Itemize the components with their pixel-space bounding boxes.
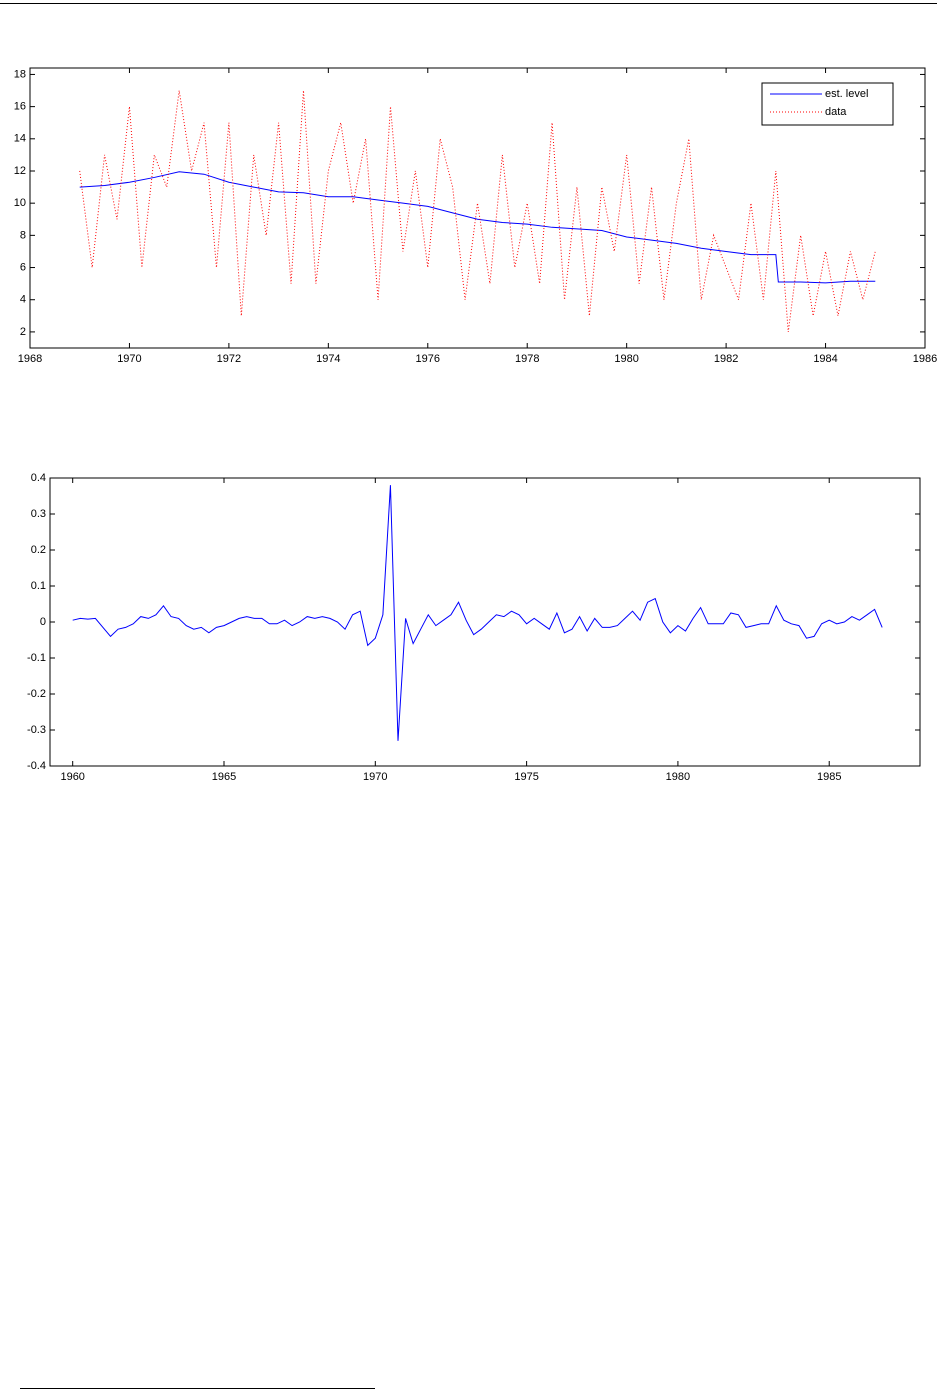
plot-area (49, 477, 921, 767)
x-tick-label: 1980 (666, 771, 690, 783)
data-line (79, 171, 876, 284)
y-tick-label: 14 (14, 133, 26, 145)
x-tick-label: 1965 (212, 771, 236, 783)
y-tick-label: 18 (14, 68, 26, 80)
data-line (72, 485, 883, 741)
x-tick-label: 1970 (363, 771, 387, 783)
x-tick-label: 1976 (416, 353, 440, 365)
x-tick-label: 1968 (18, 353, 42, 365)
y-tick-label: 0.2 (31, 544, 46, 556)
x-tick-label: 1975 (514, 771, 538, 783)
x-tick-label: 1972 (217, 353, 241, 365)
x-tick-label: 1978 (515, 353, 539, 365)
x-tick-label: 1970 (117, 353, 141, 365)
x-tick-label: 1986 (913, 353, 937, 365)
y-tick-label: -0.3 (27, 724, 46, 736)
x-tick-label: 1980 (614, 353, 638, 365)
x-tick-label: 1982 (714, 353, 738, 365)
legend-label: est. level (825, 88, 868, 100)
y-tick-label: 0.3 (31, 508, 46, 520)
y-tick-label: -0.1 (27, 652, 46, 664)
y-tick-label: 16 (14, 101, 26, 113)
y-tick-label: 0.4 (31, 472, 46, 484)
y-tick-label: 8 (20, 229, 26, 241)
x-tick-label: 1974 (316, 353, 340, 365)
y-tick-label: 12 (14, 165, 26, 177)
y-tick-label: 10 (14, 197, 26, 209)
y-tick-label: 0 (40, 616, 46, 628)
y-tick-label: -0.4 (27, 760, 46, 772)
y-tick-label: 4 (20, 294, 26, 306)
y-tick-label: 0.1 (31, 580, 46, 592)
data-line (79, 90, 876, 332)
y-tick-label: 2 (20, 326, 26, 338)
x-tick-label: 1960 (60, 771, 84, 783)
x-tick-label: 1985 (817, 771, 841, 783)
x-tick-label: 1984 (813, 353, 837, 365)
y-tick-label: 6 (20, 261, 26, 273)
y-tick-label: -0.2 (27, 688, 46, 700)
legend-box (761, 82, 894, 126)
legend-label: data (825, 106, 847, 118)
